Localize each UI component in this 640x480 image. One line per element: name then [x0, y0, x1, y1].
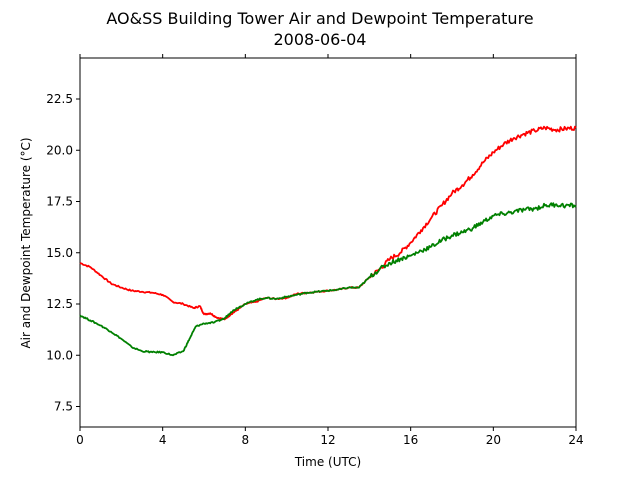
y-tick-label: 15.0	[46, 246, 73, 260]
chart-subtitle: 2008-06-04	[274, 30, 367, 49]
y-tick-label: 12.5	[46, 297, 73, 311]
series-group	[79, 125, 577, 357]
y-tick-label: 22.5	[46, 92, 73, 106]
y-tick-label: 7.5	[54, 400, 73, 414]
x-tick-label: 12	[320, 433, 335, 447]
x-tick-label: 8	[242, 433, 250, 447]
x-tick-label: 16	[403, 433, 418, 447]
y-axis-label: Air and Dewpoint Temperature (°C)	[19, 137, 33, 348]
series-line-1	[79, 202, 577, 357]
x-axis-label: Time (UTC)	[294, 455, 361, 469]
chart-title: AO&SS Building Tower Air and Dewpoint Te…	[106, 9, 533, 28]
x-tick-label: 24	[568, 433, 583, 447]
x-tick-label: 20	[486, 433, 501, 447]
plot-frame	[79, 57, 577, 428]
y-tick-label: 17.5	[46, 195, 73, 209]
x-axis: 0 4 8 12 16 20 24	[76, 54, 584, 447]
plot-area	[79, 57, 577, 428]
x-tick-label: 0	[76, 433, 84, 447]
x-tick-label: 4	[159, 433, 167, 447]
y-tick-label: 20.0	[46, 143, 73, 157]
y-tick-label: 10.0	[46, 348, 73, 362]
y-axis: 7.5 10.0 12.5 15.0 17.5 20.0 22.5	[46, 92, 80, 414]
